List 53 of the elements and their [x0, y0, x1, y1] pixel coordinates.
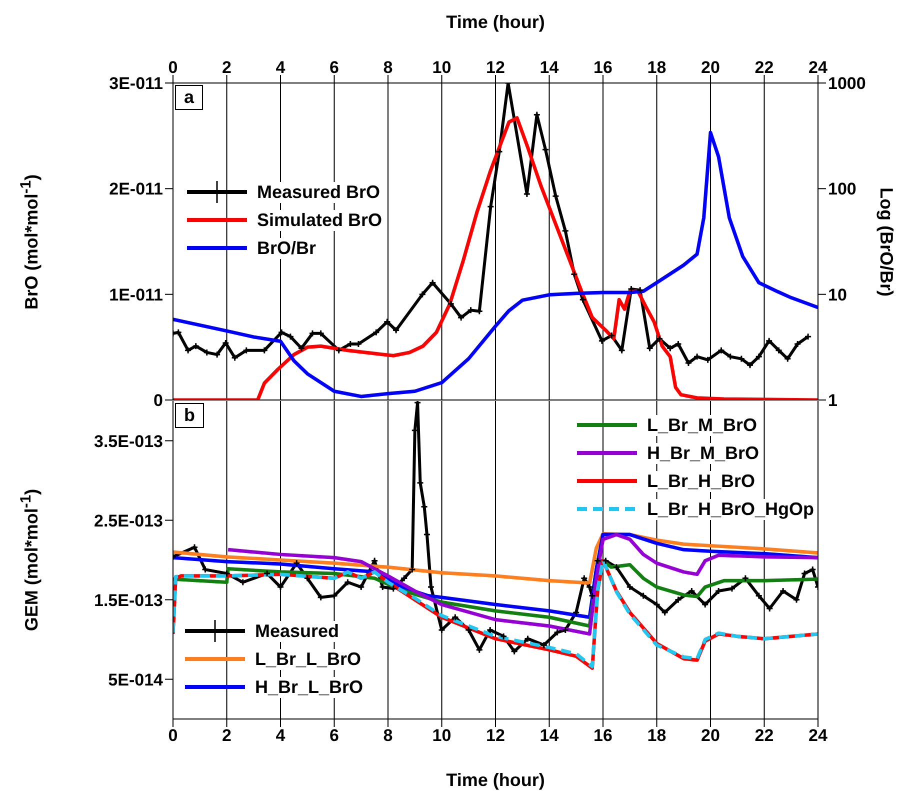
- annotation: b: [175, 403, 204, 428]
- y-tick-label: 1.5E-013: [94, 590, 163, 610]
- x-tick-label: 20: [701, 726, 720, 746]
- x-tick-label: 8: [383, 726, 393, 746]
- legend-label: Measured: [255, 620, 340, 642]
- legend-label: Simulated BrO: [257, 210, 382, 230]
- y2-axis-title: Log (BrO/Br): [876, 188, 896, 296]
- y2-tick-label: 10: [828, 285, 847, 304]
- x-tick-label: 12: [486, 726, 505, 746]
- y-tick-label: 5E-014: [108, 670, 164, 690]
- x-tick-label: 4: [276, 58, 286, 77]
- x-tick-label: 6: [330, 726, 339, 746]
- x-tick-label: 6: [330, 58, 339, 77]
- y-tick-label: 2E-011: [109, 180, 163, 199]
- legend-label: H_Br_L_BrO: [255, 676, 364, 698]
- x-tick-label: 18: [647, 726, 666, 746]
- legend-label: Measured BrO: [257, 182, 380, 202]
- y-tick-label: 3.5E-013: [94, 432, 163, 451]
- y-tick-label: 0: [154, 391, 163, 410]
- legend-label: L_Br_H_BrO_HgOp: [646, 498, 814, 520]
- x-tick-label: 22: [754, 58, 774, 77]
- legend-label: L_Br_L_BrO: [255, 648, 362, 670]
- x-tick-label: 0: [168, 58, 178, 77]
- x-tick-label: 18: [647, 58, 666, 77]
- x-tick-label: 4: [276, 726, 286, 746]
- legend-label: L_Br_H_BrO: [646, 470, 755, 492]
- y-tick-label: 3E-011: [109, 74, 163, 94]
- x-tick-label: 8: [383, 58, 393, 77]
- y2-tick-label: 1: [828, 391, 838, 410]
- legend-label: L_Br_M_BrO: [646, 414, 757, 436]
- x-tick-label: 14: [540, 58, 560, 77]
- x-tick-label: 10: [432, 58, 452, 77]
- x-tick-label: 20: [701, 58, 720, 77]
- x-tick-label: 24: [808, 58, 828, 77]
- y-tick-label: 1E-011: [109, 285, 163, 304]
- x-tick-label: 24: [808, 726, 828, 746]
- y2-tick-label: 1000: [828, 74, 866, 94]
- y-tick-label: 2.5E-013: [94, 511, 163, 530]
- x-axis-title: Time (hour): [445, 770, 546, 791]
- x-axis-title: Time (hour): [445, 12, 546, 33]
- x-tick-label: 10: [432, 726, 452, 746]
- x-tick-label: 22: [754, 726, 774, 746]
- legend-label: H_Br_M_BrO: [646, 442, 759, 464]
- x-tick-label: 0: [168, 726, 178, 746]
- legend-label: BrO/Br: [257, 238, 316, 258]
- x-tick-label: 14: [540, 726, 560, 746]
- x-tick-label: 2: [222, 726, 232, 746]
- x-tick-label: 16: [594, 726, 612, 746]
- annotation: a: [175, 85, 204, 110]
- x-tick-label: 2: [222, 58, 232, 77]
- y2-tick-label: 100: [828, 180, 856, 199]
- x-tick-label: 12: [486, 58, 505, 77]
- x-tick-label: 16: [594, 58, 612, 77]
